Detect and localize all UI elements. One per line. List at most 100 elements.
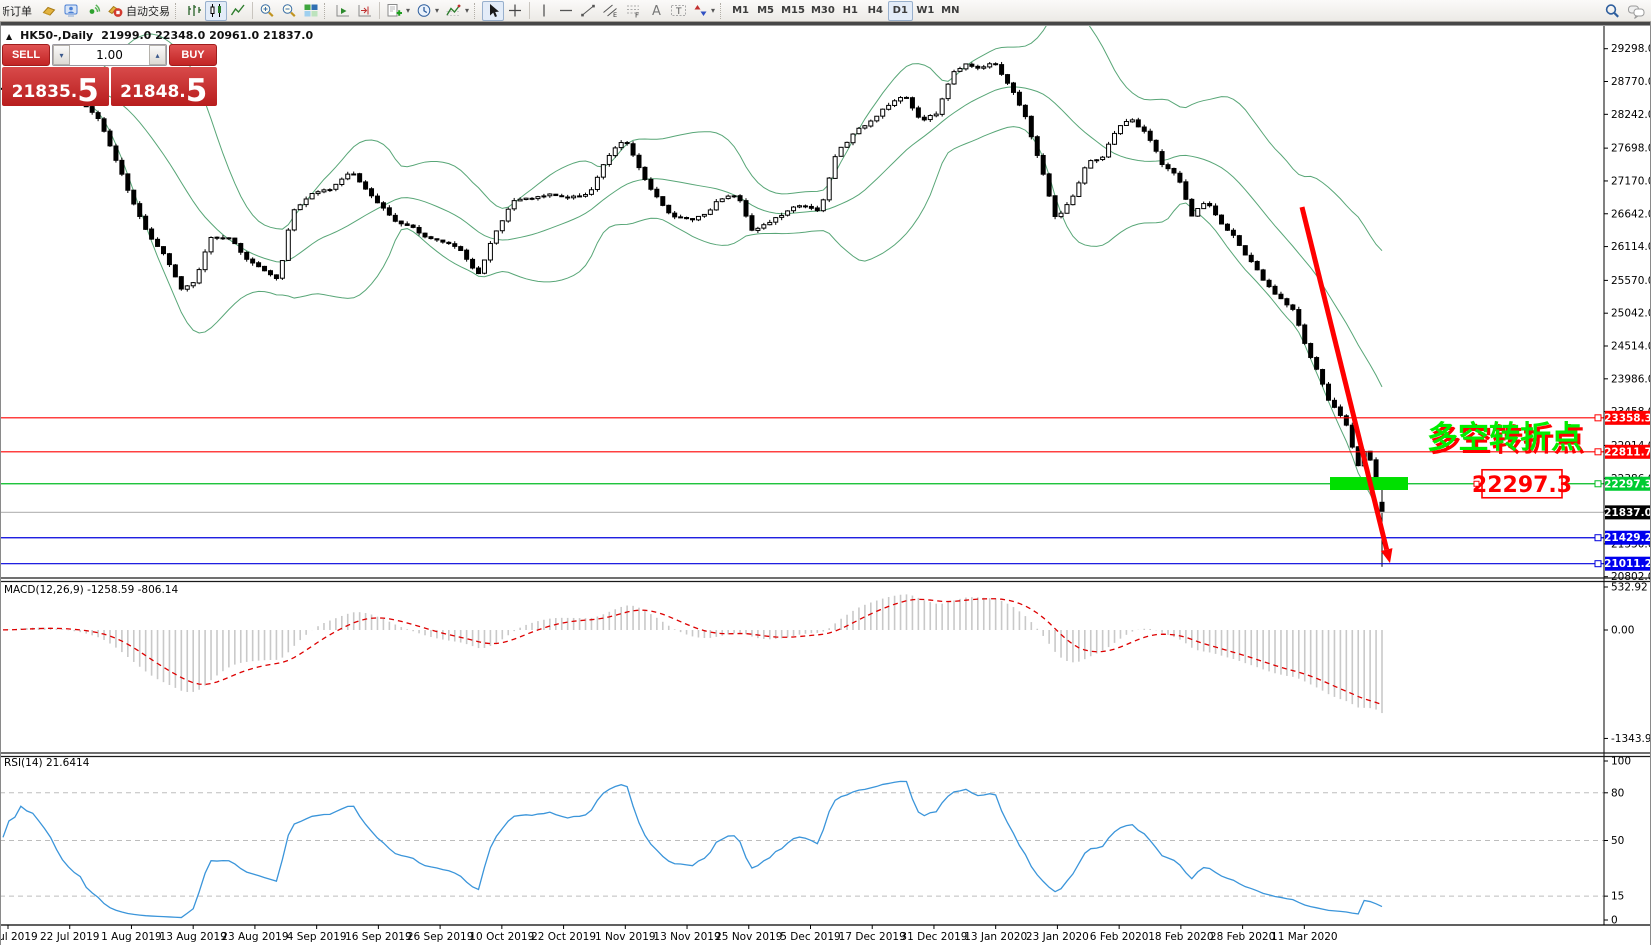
svg-text:16 Sep 2019: 16 Sep 2019: [345, 931, 412, 943]
rsi-axis[interactable]: 100 80 50 15 0: [1604, 756, 1631, 927]
sell-price-display[interactable]: 21835. 5: [2, 67, 109, 106]
price-line-badge: [1605, 410, 1651, 425]
price-callout-box[interactable]: [1481, 468, 1563, 499]
crosshair-icon: [509, 4, 522, 17]
zoom-in-button[interactable]: [256, 1, 278, 21]
svg-text:23 Jan 2020: 23 Jan 2020: [1026, 931, 1089, 943]
price-line-badge: [1605, 505, 1651, 520]
dropdown-caret-icon: ▾: [711, 6, 716, 15]
turning-point-text-shadow: 多空转折点: [1430, 423, 1585, 459]
line-chart-button[interactable]: [227, 1, 249, 21]
buy-price-int: 21848: [120, 82, 180, 102]
svg-text:6 Feb 2020: 6 Feb 2020: [1090, 931, 1149, 943]
channel-button[interactable]: E: [599, 1, 622, 21]
community-button[interactable]: [60, 1, 82, 21]
autotrading-icon: [108, 5, 123, 17]
timeframe-mn[interactable]: MN: [941, 5, 960, 16]
timeframe-d1[interactable]: D1: [887, 0, 913, 21]
trendline-button[interactable]: [577, 1, 599, 21]
line-anchor-square: [1594, 560, 1602, 568]
svg-text:26642.0: 26642.0: [1611, 208, 1651, 220]
text-label-button[interactable]: T: [667, 1, 690, 21]
candlestick-chart-button[interactable]: [205, 0, 227, 21]
bar-chart-button[interactable]: [183, 1, 205, 21]
svg-text:532.92: 532.92: [1611, 582, 1648, 594]
candlesticks: [0, 61, 1385, 567]
chart-shift-button[interactable]: [354, 1, 376, 21]
fibonacci-button[interactable]: F: [622, 1, 645, 21]
timeframe-w1[interactable]: W1: [916, 5, 935, 16]
cursor-button[interactable]: [482, 0, 505, 21]
crosshair-button[interactable]: [504, 1, 526, 21]
svg-text:50: 50: [1611, 835, 1624, 847]
price-line-badge: [1605, 476, 1651, 491]
new-order-label: 新订单: [2, 4, 32, 18]
svg-text:-1343.9: -1343.9: [1611, 733, 1651, 745]
bar-chart-icon: [188, 5, 201, 16]
gold-ingot-icon: [42, 6, 56, 16]
toolbar: 新订单 自动交易 ▾ ▾: [0, 0, 1651, 22]
volume-input[interactable]: [70, 45, 149, 65]
svg-text:F: F: [635, 12, 639, 19]
macd-pane[interactable]: [2, 594, 1383, 714]
timeframe-m15[interactable]: M15: [781, 5, 805, 16]
deposit-button[interactable]: [38, 1, 60, 21]
autotrading-button[interactable]: 自动交易: [104, 1, 173, 21]
horizontal-line-icon: [560, 9, 573, 12]
svg-text:21837.0: 21837.0: [1604, 507, 1651, 519]
indicators-dropdown[interactable]: ▾: [442, 1, 472, 21]
svg-text:18 Feb 2020: 18 Feb 2020: [1148, 931, 1213, 943]
price-axis[interactable]: 29298.0 28770.0 28242.0 27698.0 27170.0 26642…: [1594, 43, 1651, 583]
svg-text:5 Dec 2019: 5 Dec 2019: [780, 931, 840, 943]
macd-axis[interactable]: 532.92 0.00 -1343.9: [1604, 582, 1651, 745]
toolbar-grip: [324, 2, 328, 19]
chat-button[interactable]: [1624, 1, 1649, 21]
buy-price-display[interactable]: 21848. 5: [110, 67, 217, 106]
svg-text:A: A: [652, 4, 661, 18]
macd-label: MACD(12,26,9) -1258.59 -806.14: [4, 584, 178, 596]
new-chart-dropdown[interactable]: ▾: [383, 1, 413, 21]
chart-shift-icon: [358, 5, 371, 17]
indicators-icon: [446, 4, 461, 16]
symbol-period-label: HK50-,Daily: [20, 29, 94, 42]
profiles-dropdown[interactable]: ▾: [413, 1, 442, 21]
vertical-line-button[interactable]: [533, 1, 555, 21]
auto-scroll-button[interactable]: [332, 1, 354, 21]
text-button[interactable]: A: [645, 1, 667, 21]
signals-button[interactable]: [82, 1, 104, 21]
clock-icon: [417, 4, 431, 17]
broadcast-signal-icon: [89, 4, 101, 14]
tile-windows-button[interactable]: [300, 1, 322, 21]
svg-text:26114.0: 26114.0: [1611, 241, 1651, 253]
trend-arrow-line[interactable]: [1299, 206, 1390, 551]
buy-button[interactable]: BUY: [169, 44, 217, 66]
svg-text:23358.3: 23358.3: [1604, 412, 1651, 424]
rsi-pane[interactable]: [0, 780, 1604, 919]
sell-price-int: 21835: [11, 82, 71, 102]
turning-point-text[interactable]: 多空转折点: [1427, 420, 1582, 456]
timeframe-h1[interactable]: H1: [842, 5, 858, 16]
toolbar-grip: [720, 2, 724, 19]
line-anchor-square: [1594, 448, 1602, 456]
timeframe-m5[interactable]: M5: [757, 5, 775, 16]
volume-increase-button[interactable]: ▴: [149, 45, 166, 65]
new-order-button[interactable]: 新订单: [2, 1, 38, 21]
zoom-out-button[interactable]: [278, 1, 300, 21]
timeframe-h4[interactable]: H4: [867, 5, 883, 16]
timeframe-m30[interactable]: M30: [810, 5, 835, 16]
svg-text:22297.3: 22297.3: [1604, 478, 1651, 490]
arrows-dropdown[interactable]: ▾: [690, 1, 718, 21]
sell-button[interactable]: SELL: [2, 44, 50, 66]
symbol-marker-icon: ▲: [6, 32, 13, 41]
svg-text:21011.2: 21011.2: [1604, 558, 1651, 570]
svg-text:20802.0: 20802.0: [1611, 571, 1651, 583]
horizontal-line-button[interactable]: [555, 1, 577, 21]
chart-canvas[interactable]: 多空转折点多空转折点22297.329298.028770.028242.027…: [0, 22, 1651, 945]
volume-decrease-button[interactable]: ▾: [53, 45, 70, 65]
search-button[interactable]: [1601, 1, 1624, 21]
zoom-out-icon: [282, 4, 296, 17]
timeframe-m1[interactable]: M1: [732, 5, 750, 16]
tile-windows-icon: [304, 4, 318, 17]
